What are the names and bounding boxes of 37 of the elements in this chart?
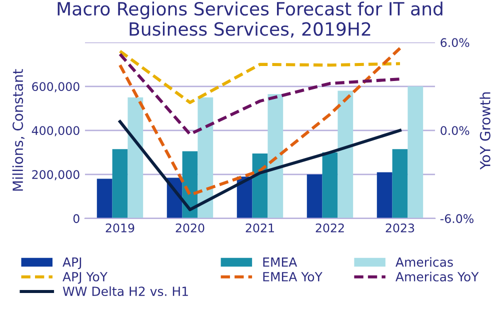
y2-tick-label: -6.0% [440, 214, 474, 224]
bar [322, 152, 338, 218]
x-tick-label: 2023 [386, 223, 414, 232]
bar [392, 149, 408, 218]
line-series [118, 52, 402, 136]
y-tick-label: 0 [73, 214, 80, 224]
bar [198, 97, 214, 218]
x-tick-label: 2022 [316, 223, 344, 232]
x-tick-label: 2019 [106, 223, 134, 232]
legend-label: Americas [396, 257, 453, 267]
bar [268, 94, 284, 218]
legend-label: APJ YoY [62, 272, 108, 284]
legend-label: WW Delta H2 vs. H1 [62, 286, 188, 296]
bar [306, 174, 322, 218]
y2-tick-label: 0.0% [440, 126, 470, 136]
legend-label: APJ [62, 258, 82, 270]
legend-label: EMEA YoY [263, 272, 322, 282]
legend-label: Americas YoY [396, 272, 479, 282]
y-tick-label: 600,000 [32, 82, 80, 92]
chart-title: Macro Regions Services Forecast for IT and Business Services, 2019H2 [58, 2, 442, 38]
bar [128, 97, 144, 218]
bar [408, 86, 424, 218]
x-tick-label: 2020 [176, 223, 204, 232]
line-series [118, 120, 402, 212]
y-tick-label: 200,000 [32, 170, 80, 180]
bar [376, 172, 392, 218]
y2-tick-label: 6.0% [440, 38, 470, 48]
y2-axis-title: YoY Growth [480, 92, 490, 170]
bar [338, 90, 354, 218]
x-tick-label: 2021 [246, 223, 274, 232]
y-axis-title: Millions, Constant [12, 69, 24, 191]
line-series [118, 46, 402, 196]
bar [112, 149, 128, 218]
legend-label: EMEA [263, 258, 298, 267]
y-tick-label: 400,000 [32, 126, 80, 136]
bar [96, 178, 112, 218]
line-series [118, 50, 402, 104]
